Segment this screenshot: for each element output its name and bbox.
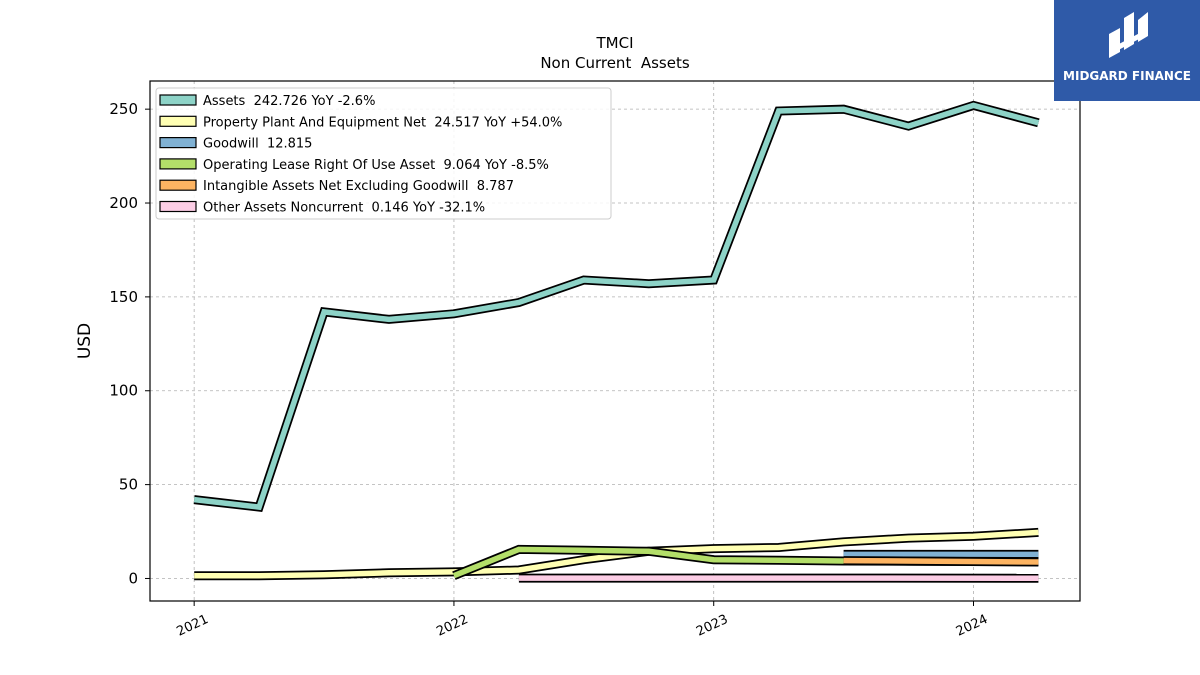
- series-lines: [193, 100, 1040, 583]
- y-tick-label: 100: [109, 382, 138, 400]
- y-axis-label: USD: [75, 323, 95, 359]
- legend-swatch: [159, 94, 197, 106]
- legend-label: Other Assets Noncurrent 0.146 YoY -32.1%: [203, 201, 485, 216]
- series-line: [194, 529, 1039, 579]
- legend: Assets 242.726 YoY -2.6% Property Plant A…: [155, 87, 612, 220]
- brand-name: MIDGARD FINANCE: [1063, 69, 1191, 83]
- x-tick-label: 2021: [175, 612, 211, 640]
- legend-label: Operating Lease Right Of Use Asset 9.064…: [203, 158, 549, 173]
- x-tick-label: 2023: [694, 612, 730, 640]
- legend-swatch: [159, 158, 197, 170]
- y-tick-label: 50: [119, 476, 138, 494]
- legend-label: Assets 242.726 YoY -2.6%: [203, 94, 375, 109]
- chart-title: TMCI: [595, 34, 633, 52]
- brand-logo: MIDGARD FINANCE: [1054, 0, 1200, 101]
- legend-swatch: [159, 137, 197, 149]
- series-intangible-assets-net-excluding-goodwill: [843, 556, 1039, 567]
- series-line: [843, 557, 1039, 565]
- logo-mark-icon: [1109, 12, 1148, 58]
- chart-subtitle: Non Current Assets: [540, 54, 690, 72]
- x-tick-label: 2022: [434, 612, 470, 640]
- y-tick-label: 200: [109, 194, 138, 212]
- legend-label: Goodwill 12.815: [203, 137, 312, 152]
- x-tick-label: 2024: [954, 612, 990, 640]
- plot-frame: [149, 80, 1081, 602]
- legend-box: [155, 87, 612, 220]
- legend-swatch: [159, 179, 197, 191]
- y-tick-label: 250: [109, 100, 138, 118]
- series-assets: [193, 100, 1040, 512]
- legend-swatch: [159, 115, 197, 127]
- y-tick-label: 0: [128, 569, 138, 587]
- legend-swatch: [159, 200, 197, 213]
- series-property-plant-and-equipment-net: [194, 527, 1039, 581]
- series-line: [193, 102, 1040, 511]
- y-tick-label: 150: [109, 288, 138, 306]
- legend-label: Intangible Assets Net Excluding Goodwill…: [203, 179, 514, 194]
- legend-label: Property Plant And Equipment Net 24.517 …: [203, 115, 562, 130]
